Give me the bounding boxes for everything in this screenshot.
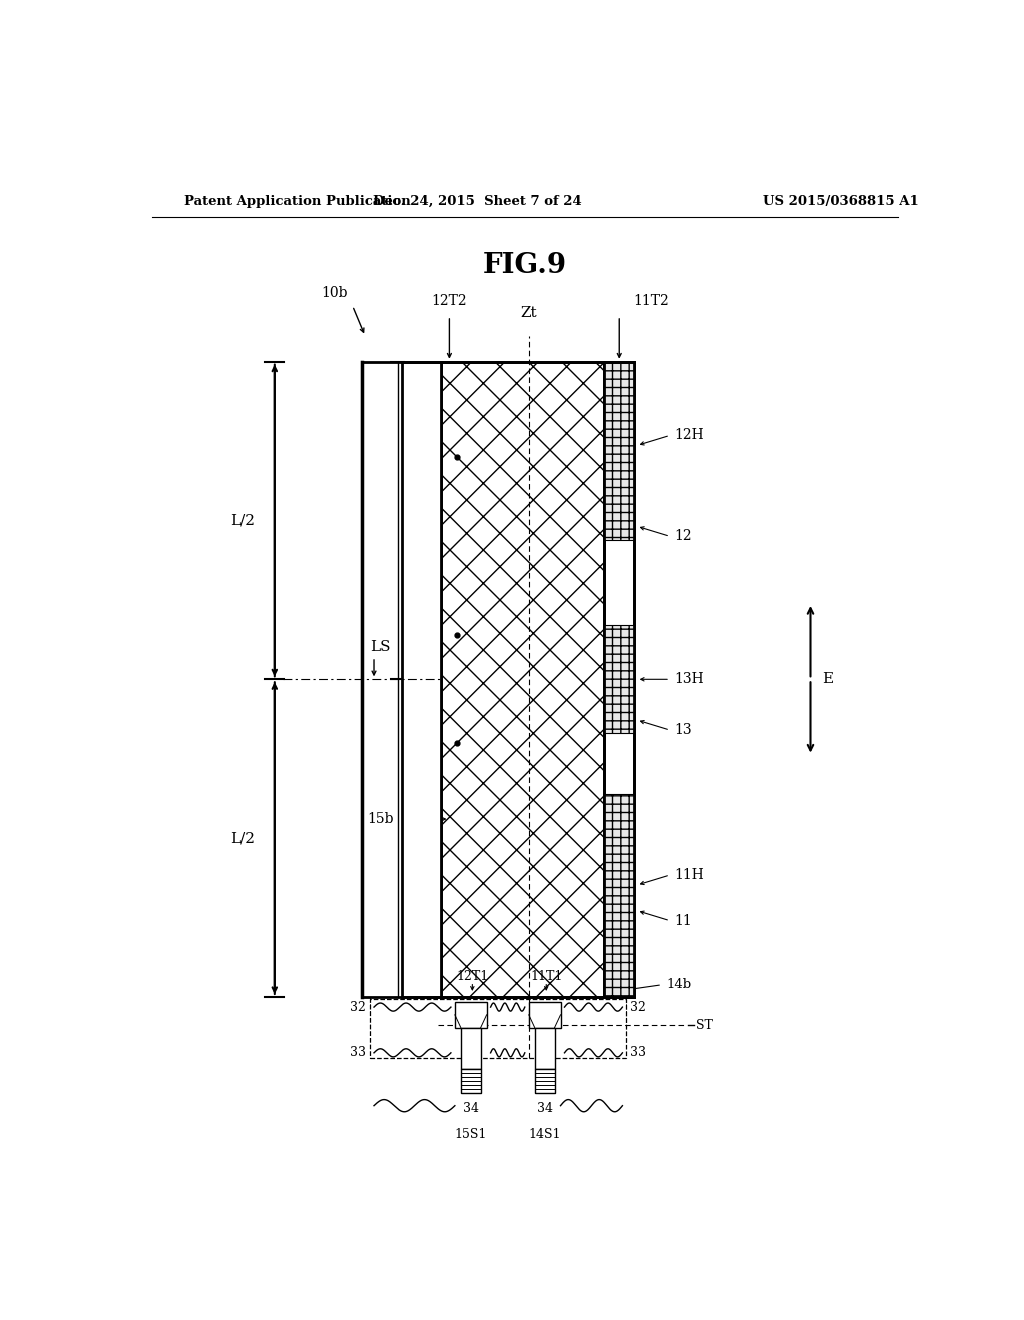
Text: 15b: 15b (368, 812, 394, 826)
Text: E: E (822, 672, 834, 686)
Text: 32: 32 (350, 1001, 367, 1014)
Text: L/2: L/2 (230, 513, 255, 528)
Text: US 2015/0368815 A1: US 2015/0368815 A1 (763, 194, 919, 207)
Text: 11: 11 (674, 913, 692, 928)
Text: LS: LS (370, 640, 390, 653)
Bar (604, 793, 634, 997)
Text: FIG.9: FIG.9 (482, 252, 567, 279)
Bar (401, 362, 441, 997)
Text: 11T1: 11T1 (530, 970, 562, 983)
Text: 12H: 12H (674, 429, 703, 442)
Text: 33: 33 (350, 1047, 367, 1060)
Text: Zt: Zt (520, 306, 537, 319)
Bar (461, 1028, 480, 1069)
Text: 10b: 10b (322, 285, 347, 300)
Text: 12T2: 12T2 (431, 293, 467, 308)
Text: 11H: 11H (674, 869, 703, 882)
Text: 34: 34 (463, 1102, 479, 1115)
Text: ST: ST (696, 1019, 713, 1032)
Text: 33: 33 (631, 1047, 646, 1060)
Text: 11T2: 11T2 (633, 293, 669, 308)
Bar (441, 362, 604, 997)
Text: 13: 13 (674, 723, 691, 737)
Text: Patent Application Publication: Patent Application Publication (183, 194, 411, 207)
Bar (604, 362, 634, 540)
Text: 13H: 13H (674, 672, 703, 686)
Text: L/2: L/2 (230, 832, 255, 845)
Bar (604, 626, 634, 734)
Bar (370, 999, 627, 1057)
Bar (461, 1069, 480, 1093)
Text: 14S1: 14S1 (528, 1127, 561, 1140)
Bar (535, 1028, 555, 1069)
Text: 12T1: 12T1 (457, 970, 488, 983)
Text: 34: 34 (537, 1102, 553, 1115)
Bar (604, 362, 634, 997)
Bar (535, 1069, 555, 1093)
Bar (455, 1002, 486, 1028)
Text: 14b: 14b (666, 978, 691, 991)
Text: 32: 32 (631, 1001, 646, 1014)
Text: 15S1: 15S1 (455, 1127, 487, 1140)
Text: 12: 12 (674, 529, 691, 544)
Bar (604, 362, 634, 997)
Bar (528, 1002, 560, 1028)
Text: Dec. 24, 2015  Sheet 7 of 24: Dec. 24, 2015 Sheet 7 of 24 (373, 194, 582, 207)
